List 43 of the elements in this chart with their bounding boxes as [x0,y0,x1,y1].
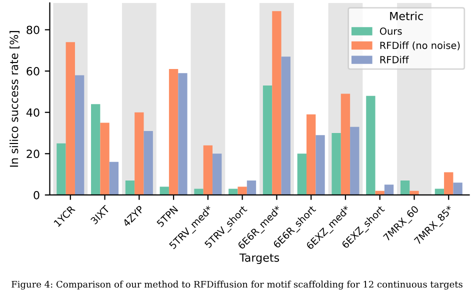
caption: Figure 4: Comparison of our method to RFDiffusion for motif scaffolding for 12 continuous targets [12,280,462,290]
bar [332,133,341,195]
bar [262,86,272,195]
bar [109,162,119,195]
bar [178,73,188,195]
bar [74,75,84,195]
bar [366,96,376,195]
bar [100,122,110,195]
x-axis-title: Targets [239,254,280,264]
y-tick-label: 80 [26,26,40,34]
bar [56,143,66,195]
legend-title: Metric [390,12,423,20]
bar [272,11,282,195]
bar [194,188,204,195]
bar [168,68,178,195]
bar [212,154,222,195]
legend-label: RFDiff [380,56,409,64]
bar [91,104,100,195]
bar [453,182,462,195]
legend-label: Ours [380,27,402,35]
bar [144,130,153,195]
y-tick-label: 0 [34,190,40,200]
y-axis-title: In silico success rate [%] [10,31,20,167]
bar [160,186,169,195]
bar [306,114,316,195]
bar [238,186,247,195]
bar [384,184,394,195]
bar [203,145,213,195]
bar [125,180,135,195]
bar [134,112,144,195]
y-tick-label: 60 [26,67,40,76]
bar [66,42,75,195]
y-tick-label: 40 [26,108,40,117]
bar [400,180,410,195]
bar [297,154,307,195]
bar [281,56,290,195]
y-tick-label: 20 [26,150,40,158]
bar [316,135,325,195]
bar [444,172,454,195]
legend-label: RFDiff (no noise) [380,42,460,50]
bar [246,180,256,195]
bar [340,94,350,195]
bar [350,126,360,195]
